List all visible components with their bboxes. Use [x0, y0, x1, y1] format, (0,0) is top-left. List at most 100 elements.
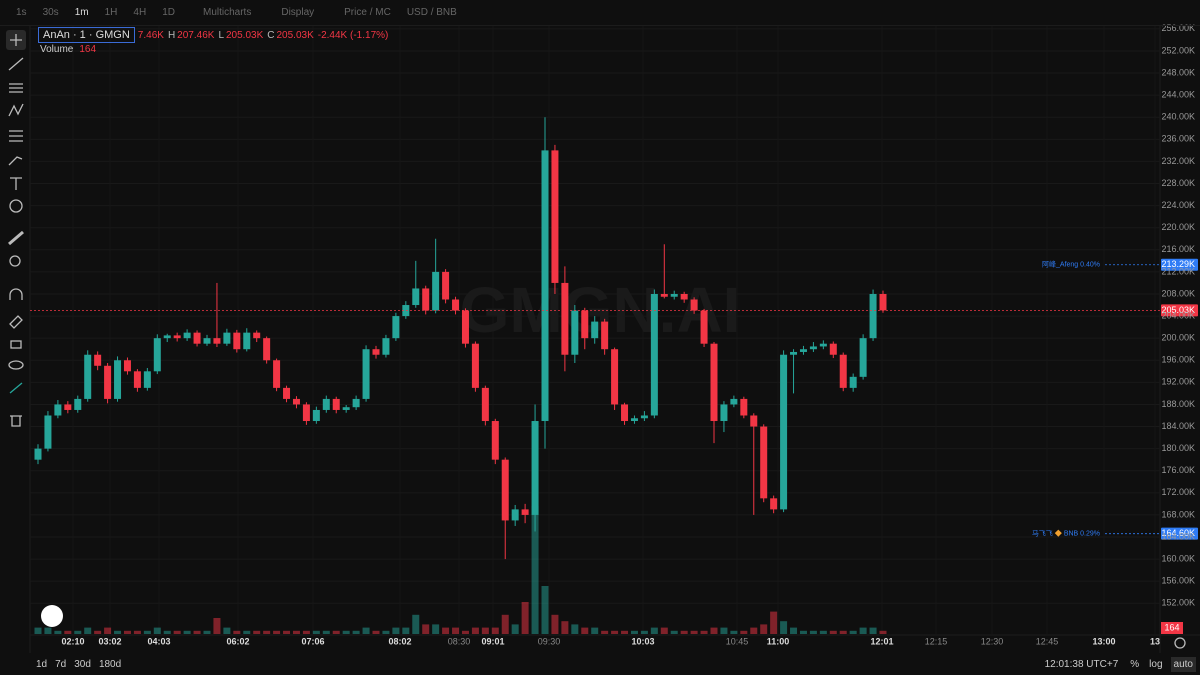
candle-body	[829, 343, 837, 355]
high-key: H	[167, 29, 176, 41]
range[interactable]: 1d	[36, 658, 48, 670]
auto[interactable]: auto	[1170, 656, 1196, 672]
tool-ruler[interactable]	[8, 230, 24, 246]
range[interactable]: 180d	[98, 658, 122, 670]
tool-pattern[interactable]	[8, 103, 24, 117]
candle-body	[839, 354, 847, 388]
volume-bar	[770, 611, 778, 634]
candle-body	[551, 150, 559, 283]
tv-logo[interactable]	[41, 605, 63, 627]
candle-body	[521, 509, 529, 515]
candle-body	[849, 376, 857, 388]
candle-body	[531, 421, 539, 515]
tool-channel[interactable]	[9, 83, 23, 93]
range[interactable]: 7d	[55, 658, 67, 670]
tool-brush[interactable]	[8, 156, 23, 166]
volume-bar	[471, 627, 479, 634]
candle-body	[213, 338, 221, 344]
candle-body	[253, 332, 261, 339]
y-tick-label: 200.00K	[1161, 333, 1195, 343]
y-tick-label: 160.00K	[1161, 553, 1195, 563]
candle-body	[34, 448, 42, 460]
tool-hide[interactable]	[8, 360, 24, 370]
interval[interactable]: 1H	[104, 7, 118, 18]
volume-bar	[869, 627, 877, 634]
volume-bar	[362, 627, 370, 634]
candle-body	[243, 332, 251, 350]
tool-delete[interactable]	[10, 415, 22, 427]
candle-body	[223, 332, 231, 344]
y-tick-label: 172.00K	[1161, 487, 1195, 497]
y-tick-label: 228.00K	[1161, 178, 1195, 188]
volume-bar	[670, 630, 678, 634]
top-toolbar: 1s 30s 1m 1H 4H 1D Multicharts Display Price …	[0, 0, 1200, 26]
volume-bar	[292, 630, 300, 634]
price-mc[interactable]: Price / MC	[344, 7, 391, 18]
volume-bar	[312, 630, 320, 634]
multicharts[interactable]: Multicharts	[202, 7, 252, 18]
tool-crosshair[interactable]	[10, 34, 22, 46]
x-tick-label: 09:30	[538, 636, 561, 646]
y-tick-label: 212.00K	[1161, 266, 1195, 276]
interval[interactable]: 4H	[133, 7, 147, 18]
volume-bar	[302, 630, 310, 634]
candle-body	[74, 398, 82, 410]
volume-bar	[233, 630, 241, 634]
interval[interactable]: 30s	[42, 7, 59, 18]
candle-body	[819, 343, 827, 347]
volume-bar	[133, 630, 141, 634]
tool-line[interactable]	[8, 57, 24, 71]
candle-body	[292, 398, 300, 405]
display[interactable]: Display	[281, 7, 315, 18]
close-key: C	[267, 29, 275, 41]
candle-body	[233, 332, 241, 350]
y-tick-label: 176.00K	[1161, 465, 1195, 475]
volume-bar	[680, 630, 688, 634]
tool-text[interactable]	[10, 177, 22, 190]
currency[interactable]: USD / BNB	[406, 7, 457, 18]
footer: 1d 7d 30d 180d 12:01:38 UTC+7 % log auto	[0, 653, 1200, 675]
volume-bar	[710, 627, 718, 634]
volume-bar	[402, 627, 410, 634]
candle-body	[700, 310, 708, 344]
y-tick-label: 168.00K	[1161, 509, 1195, 519]
settings[interactable]	[1174, 637, 1186, 649]
candle-body	[402, 305, 410, 317]
candle-body	[879, 293, 887, 311]
tool-lock[interactable]	[10, 340, 22, 349]
time-axis: 02:10 03:02 04:03 06:02 07:06 08:02 08:30 09:01…	[61, 636, 1160, 646]
candle-body	[312, 409, 320, 422]
volume-bar	[332, 630, 340, 634]
candle-body	[322, 398, 330, 410]
tool-emoji[interactable]	[9, 199, 23, 213]
range[interactable]: 30d	[74, 658, 91, 670]
symbol[interactable]: AnAn · 1 · GMGN	[38, 27, 135, 43]
volume-bar	[839, 630, 847, 634]
x-tick-label: 09:01	[481, 636, 504, 646]
tool-fib[interactable]	[9, 130, 23, 142]
volume-bar	[263, 630, 271, 634]
volume-bar	[64, 630, 72, 634]
volume-bar	[372, 630, 380, 634]
x-tick-label: 02:10	[61, 636, 84, 646]
log[interactable]: log	[1149, 658, 1163, 670]
price-line-note: BNB 0.29%	[1064, 531, 1100, 538]
interval[interactable]: 1D	[162, 7, 175, 18]
volume-bar	[730, 630, 738, 634]
candles	[34, 117, 887, 560]
close: 205.03K	[276, 29, 314, 41]
candle-body	[760, 426, 768, 499]
volume-bars	[34, 506, 887, 634]
interval[interactable]: 1m	[74, 7, 89, 18]
tool-magnet[interactable]	[9, 288, 23, 300]
tool-zoom[interactable]	[9, 255, 21, 267]
volume-bar	[342, 630, 350, 634]
tool-link[interactable]	[9, 382, 23, 394]
candle-body	[372, 349, 380, 355]
interval[interactable]: 1s	[16, 7, 27, 18]
tool-draw-mode[interactable]	[9, 315, 23, 329]
candle-body	[750, 415, 758, 427]
volume-bar	[452, 627, 460, 634]
y-tick-label: 248.00K	[1161, 67, 1195, 77]
percent[interactable]: %	[1130, 658, 1140, 670]
